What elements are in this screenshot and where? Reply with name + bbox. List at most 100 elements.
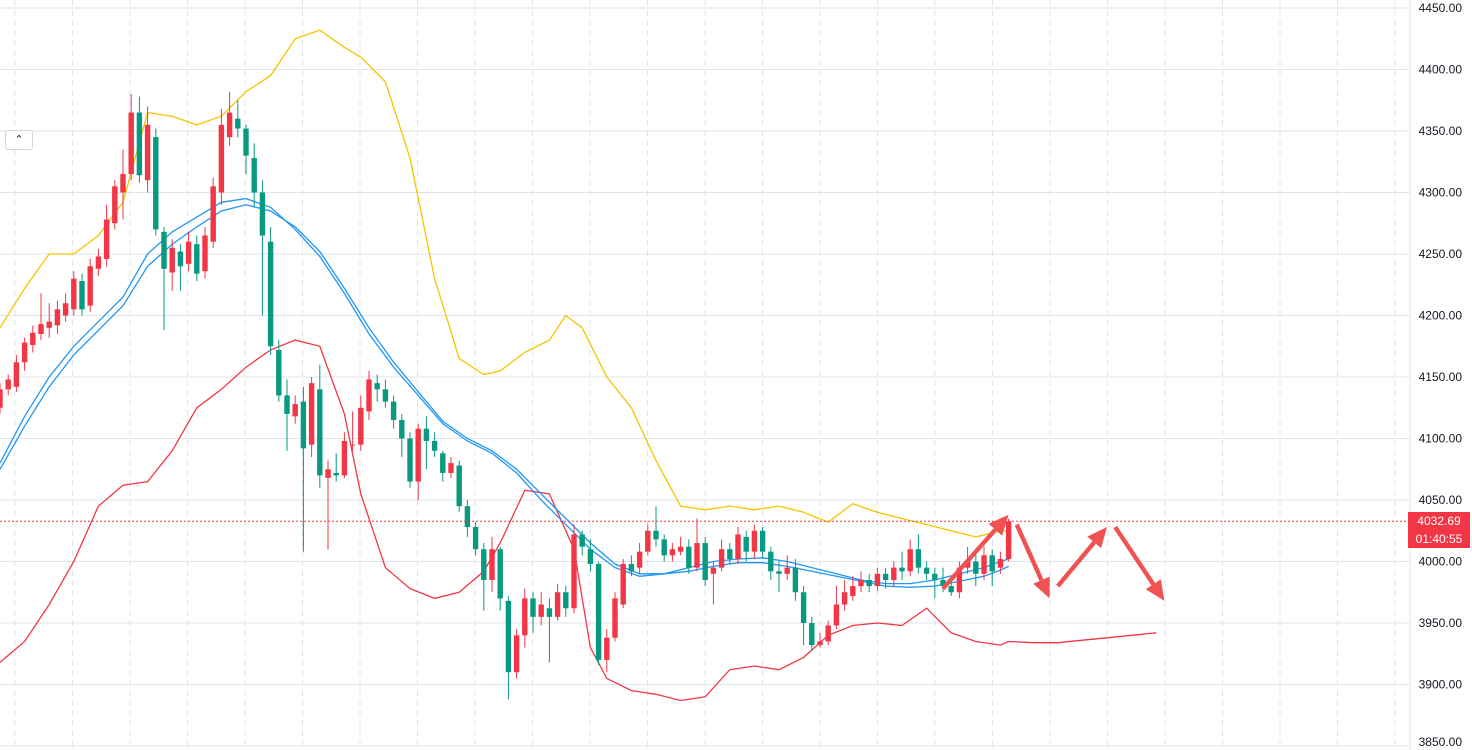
candle[interactable] (136, 96, 143, 183)
candle[interactable] (489, 536, 495, 593)
candle[interactable] (341, 432, 348, 478)
candle[interactable] (5, 374, 11, 396)
candle[interactable] (645, 524, 651, 556)
candle[interactable] (128, 94, 134, 181)
candle[interactable] (595, 561, 602, 665)
candle[interactable] (554, 583, 561, 621)
collapse-button[interactable]: ⌃ (5, 130, 33, 150)
candle[interactable] (1005, 518, 1012, 562)
candle[interactable] (735, 527, 741, 564)
candle[interactable] (423, 416, 430, 470)
candle[interactable] (325, 460, 331, 550)
candle[interactable] (38, 293, 44, 341)
candle[interactable] (604, 629, 610, 673)
candle[interactable] (440, 450, 446, 482)
candle[interactable] (858, 571, 864, 593)
candle[interactable] (71, 271, 77, 316)
candle[interactable] (144, 106, 151, 193)
candle[interactable] (546, 598, 553, 663)
candle[interactable] (243, 124, 249, 175)
arrow-annotation[interactable] (1056, 527, 1107, 588)
candle[interactable] (226, 91, 233, 146)
candle[interactable] (932, 567, 938, 599)
candle[interactable] (300, 386, 307, 552)
candle[interactable] (653, 506, 659, 547)
candle[interactable] (899, 551, 905, 580)
candle[interactable] (415, 423, 421, 500)
candle[interactable] (686, 539, 692, 574)
candle[interactable] (448, 456, 454, 478)
candle[interactable] (587, 539, 594, 572)
candle[interactable] (620, 559, 626, 609)
candle[interactable] (185, 231, 192, 272)
candle[interactable] (727, 543, 733, 564)
candle[interactable] (284, 379, 290, 451)
candle[interactable] (276, 340, 282, 402)
candle[interactable] (702, 536, 708, 587)
candle[interactable] (784, 555, 790, 580)
candle[interactable] (210, 177, 216, 248)
candle[interactable] (30, 325, 36, 353)
candle[interactable] (218, 108, 225, 205)
candle[interactable] (997, 551, 1004, 574)
candle[interactable] (317, 364, 323, 488)
candle[interactable] (112, 180, 118, 230)
candle[interactable] (628, 555, 635, 577)
candle[interactable] (636, 543, 643, 574)
candle[interactable] (759, 527, 766, 560)
candle[interactable] (292, 395, 298, 424)
candle[interactable] (103, 204, 110, 267)
candle[interactable] (194, 235, 200, 282)
candlesticks[interactable] (0, 91, 1012, 700)
candle[interactable] (456, 460, 462, 513)
candle[interactable] (153, 128, 159, 236)
candle[interactable] (333, 453, 339, 482)
candle[interactable] (259, 180, 266, 316)
candle[interactable] (79, 273, 85, 316)
candle[interactable] (973, 551, 979, 587)
candle[interactable] (751, 524, 758, 560)
candle[interactable] (54, 300, 61, 334)
candle[interactable] (308, 377, 315, 457)
drawing-annotations[interactable] (941, 514, 1165, 601)
candle[interactable] (743, 530, 749, 562)
candle[interactable] (874, 567, 881, 592)
candle[interactable] (612, 592, 618, 642)
candle[interactable] (825, 620, 831, 646)
candle[interactable] (399, 413, 405, 457)
candle[interactable] (497, 546, 503, 611)
candle[interactable] (235, 100, 241, 138)
candle[interactable] (358, 395, 364, 451)
candle[interactable] (710, 561, 717, 605)
candle[interactable] (366, 370, 372, 421)
candle[interactable] (522, 588, 528, 648)
candle[interactable] (809, 616, 815, 651)
candle[interactable] (538, 592, 544, 626)
arrow-annotation[interactable] (1113, 525, 1165, 601)
candle[interactable] (530, 592, 536, 633)
candle[interactable] (464, 500, 471, 537)
candle[interactable] (768, 546, 774, 580)
candle[interactable] (677, 536, 684, 556)
candle[interactable] (13, 354, 20, 392)
candle[interactable] (694, 518, 700, 572)
candle[interactable] (513, 629, 520, 679)
candle[interactable] (95, 249, 102, 277)
candle[interactable] (850, 576, 856, 601)
candle[interactable] (0, 383, 3, 414)
candle[interactable] (374, 374, 380, 402)
candle[interactable] (202, 226, 208, 279)
candle[interactable] (718, 539, 725, 572)
candle[interactable] (349, 411, 356, 451)
candle[interactable] (472, 522, 479, 556)
candle[interactable] (776, 561, 782, 593)
candle[interactable] (866, 573, 872, 593)
price-axis[interactable]: 3850.00 3900.00 3950.00 4000.00 4050.00 4100.… (1409, 0, 1472, 750)
candle[interactable] (923, 561, 930, 580)
candle[interactable] (579, 530, 585, 556)
candle[interactable] (800, 586, 807, 646)
candle[interactable] (505, 595, 512, 700)
candle[interactable] (62, 293, 69, 322)
candle[interactable] (390, 395, 397, 429)
